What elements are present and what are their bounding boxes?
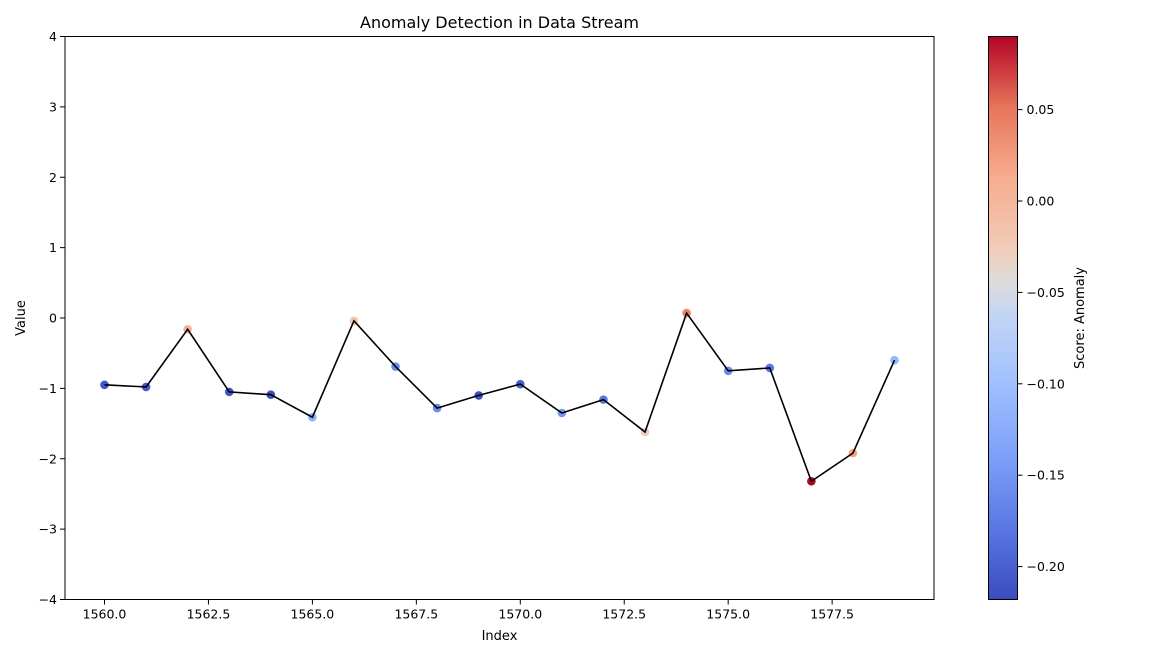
y-tick-label: 2 xyxy=(49,170,57,185)
y-tick-label: −2 xyxy=(39,451,57,466)
data-line xyxy=(104,311,896,483)
x-tick-label: 1577.5 xyxy=(810,607,854,622)
x-tick-label: 1560.0 xyxy=(83,607,127,622)
y-tick-label: 1 xyxy=(49,240,57,255)
x-axis: 1560.0 1562.5 1565.0 1567.5 1570.0 1572.5 1575… xyxy=(83,599,854,622)
y-tick-label: −4 xyxy=(39,592,57,607)
colorbar-tick-label: −0.10 xyxy=(1027,376,1065,391)
chart-title: Anomaly Detection in Data Stream xyxy=(360,13,639,32)
colorbar-tick-label: 0.00 xyxy=(1027,194,1055,209)
colorbar xyxy=(988,36,1018,600)
colorbar-tick-label: −0.20 xyxy=(1027,559,1065,574)
colorbar-tick-label: −0.15 xyxy=(1027,468,1065,483)
colorbar-label: Score: Anomaly xyxy=(1073,267,1088,369)
y-axis: −4 −3 −2 −1 0 1 2 3 4 xyxy=(39,29,65,607)
y-tick-label: 0 xyxy=(49,311,57,326)
x-tick-label: 1570.0 xyxy=(498,607,542,622)
plot-area xyxy=(64,36,935,600)
y-tick-label: 3 xyxy=(49,99,57,114)
x-tick-label: 1575.0 xyxy=(706,607,750,622)
y-axis-label: Value xyxy=(14,300,29,336)
y-tick-label: −1 xyxy=(39,381,57,396)
colorbar-ticks: −0.20 −0.15 −0.10 −0.05 0.00 0.05 xyxy=(1017,102,1065,574)
x-tick-label: 1567.5 xyxy=(394,607,438,622)
y-tick-label: −3 xyxy=(39,522,57,537)
x-axis-label: Index xyxy=(482,629,518,644)
x-tick-label: 1565.0 xyxy=(291,607,335,622)
colorbar-tick-label: 0.05 xyxy=(1027,102,1055,117)
x-tick-label: 1572.5 xyxy=(602,607,646,622)
x-tick-label: 1562.5 xyxy=(187,607,231,622)
y-tick-label: 4 xyxy=(49,29,57,44)
colorbar-tick-label: −0.05 xyxy=(1027,285,1065,300)
